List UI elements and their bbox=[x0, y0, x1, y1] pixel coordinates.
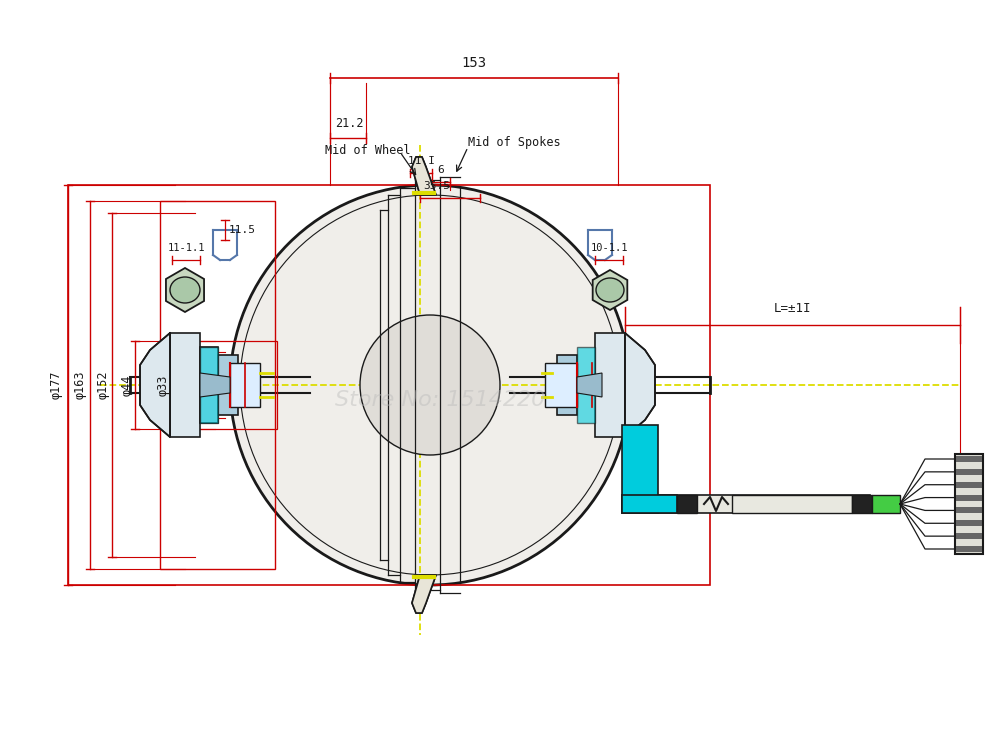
Bar bbox=[218, 355, 238, 415]
Polygon shape bbox=[412, 157, 436, 195]
Text: φ152: φ152 bbox=[97, 371, 110, 399]
Text: φ177: φ177 bbox=[50, 371, 63, 399]
Bar bbox=[732, 495, 852, 513]
Bar bbox=[956, 494, 982, 501]
Text: φ33: φ33 bbox=[157, 374, 170, 396]
Bar bbox=[622, 425, 658, 513]
Bar bbox=[595, 333, 625, 437]
Text: Store No: 1514220: Store No: 1514220 bbox=[335, 390, 545, 410]
Text: Mid of Wheel: Mid of Wheel bbox=[325, 144, 411, 157]
Polygon shape bbox=[140, 333, 170, 437]
Bar bbox=[170, 333, 200, 437]
Bar bbox=[557, 355, 577, 415]
Circle shape bbox=[230, 185, 630, 585]
Ellipse shape bbox=[170, 277, 200, 303]
Text: 21.2: 21.2 bbox=[335, 117, 364, 130]
Bar bbox=[577, 347, 595, 423]
Bar bbox=[167, 341, 277, 429]
Bar bbox=[200, 347, 218, 423]
Bar bbox=[872, 495, 900, 513]
Bar bbox=[622, 495, 870, 513]
Text: L=±1I: L=±1I bbox=[774, 302, 811, 315]
Text: 6: 6 bbox=[438, 165, 444, 175]
Text: 11-1.1: 11-1.1 bbox=[167, 243, 205, 253]
Text: φ44: φ44 bbox=[121, 374, 134, 396]
Bar bbox=[956, 469, 982, 475]
Text: 10-1.1: 10-1.1 bbox=[590, 243, 628, 253]
Bar bbox=[956, 546, 982, 552]
Bar bbox=[230, 363, 260, 407]
Bar bbox=[68, 185, 710, 585]
Text: Mid of Spokes: Mid of Spokes bbox=[468, 136, 561, 149]
Bar bbox=[956, 507, 982, 513]
Bar bbox=[677, 495, 697, 513]
Polygon shape bbox=[625, 333, 655, 437]
Text: 11.5: 11.5 bbox=[229, 225, 256, 235]
Bar bbox=[956, 533, 982, 539]
Circle shape bbox=[360, 315, 500, 455]
Bar bbox=[956, 521, 982, 526]
Text: 153: 153 bbox=[461, 56, 487, 70]
Text: 11 I: 11 I bbox=[408, 156, 434, 166]
Text: 35.5: 35.5 bbox=[423, 181, 450, 191]
Bar bbox=[956, 482, 982, 488]
Bar bbox=[622, 495, 677, 513]
Bar bbox=[956, 456, 982, 462]
Bar bbox=[160, 200, 275, 569]
Bar bbox=[200, 347, 218, 423]
Bar bbox=[955, 454, 983, 554]
Polygon shape bbox=[577, 373, 602, 397]
Ellipse shape bbox=[596, 278, 624, 302]
Text: φ163: φ163 bbox=[74, 371, 87, 399]
Bar bbox=[852, 495, 872, 513]
Polygon shape bbox=[200, 373, 230, 397]
Bar bbox=[545, 363, 577, 407]
Polygon shape bbox=[412, 575, 436, 613]
